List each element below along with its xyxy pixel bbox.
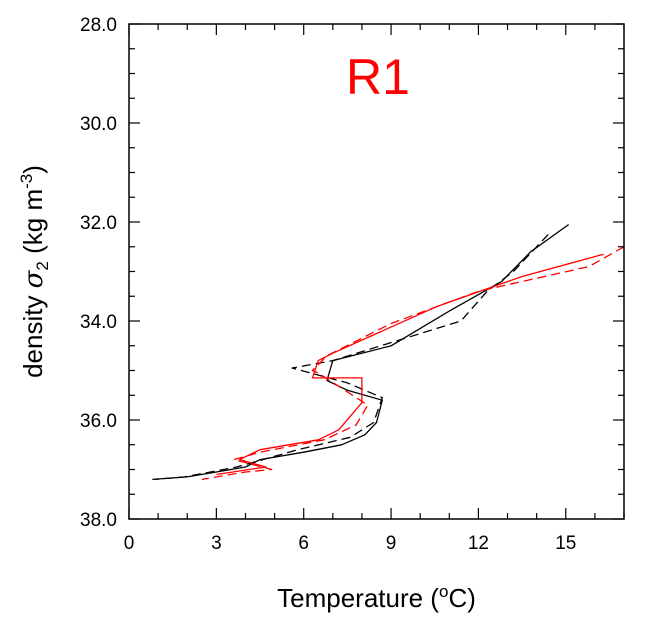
x-tick-label: 6: [298, 533, 309, 554]
x-axis-title-prefix: Temperature (: [277, 583, 439, 613]
series-line-1: [152, 223, 570, 481]
series-line-2: [155, 233, 549, 481]
y-axis-title-unit-suffix: ): [18, 165, 48, 174]
x-axis-title-suffix: C): [448, 583, 475, 613]
y-axis-title-symbol: σ: [19, 269, 49, 288]
y-tick-label: 28.0: [80, 15, 117, 36]
x-tick-label: 15: [555, 533, 576, 554]
x-tick-label: 9: [386, 533, 397, 554]
y-axis-title-unit-prefix: (kg m: [18, 189, 48, 261]
y-axis-title-prefix: density: [18, 288, 48, 378]
x-tick-label: 3: [211, 533, 222, 554]
y-tick-label: 36.0: [80, 411, 117, 432]
curves-layer: [152, 223, 625, 481]
y-tick-label: 38.0: [80, 510, 117, 531]
series-line-3: [216, 253, 604, 476]
chart-title: R1: [346, 49, 410, 105]
y-axis-title: density σ2 (kg m-3): [17, 165, 52, 378]
plot-frame: [128, 23, 625, 520]
y-tick-label: 30.0: [80, 114, 117, 135]
y-axis-title-sup: -3: [17, 174, 36, 189]
y-tick-label: 34.0: [80, 312, 117, 333]
y-tick-label: 32.0: [80, 213, 117, 234]
series-line-4: [201, 246, 625, 481]
x-axis-title: Temperature (oC): [277, 582, 476, 613]
x-tick-label: 0: [124, 533, 135, 554]
ticks-layer: 0 3 6 9 12 15 28.0 30.0 32.0 34.0 36.0 38.0: [80, 15, 625, 554]
y-axis-title-sub: 2: [33, 261, 52, 270]
x-axis-title-sup: o: [439, 582, 448, 601]
x-tick-label: 12: [468, 533, 489, 554]
